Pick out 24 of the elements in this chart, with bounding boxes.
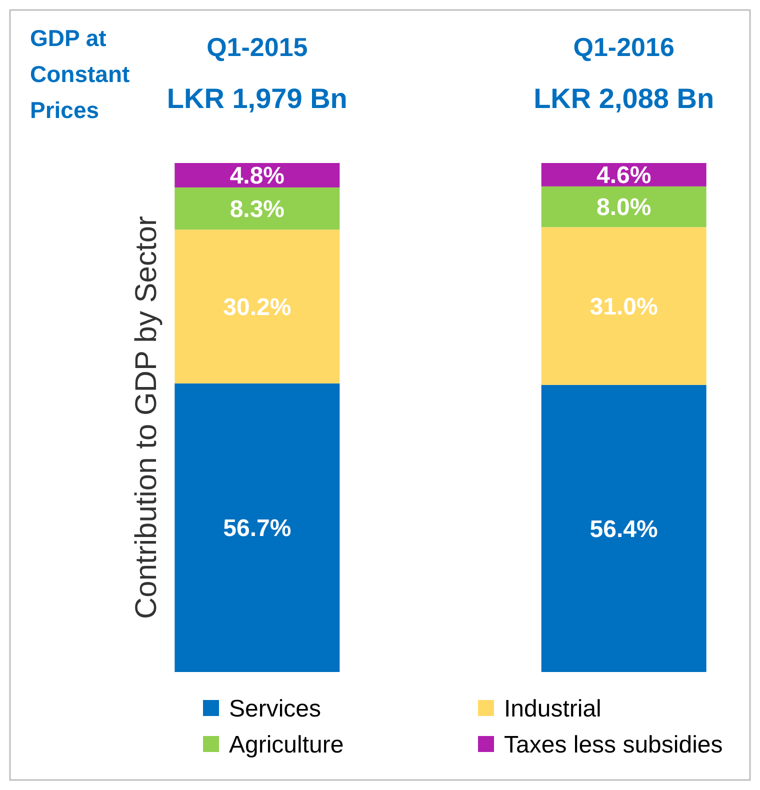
legend-label: Industrial <box>504 695 602 722</box>
data-label: 30.2% <box>223 294 292 321</box>
chart-title: GDP at Constant Prices <box>30 25 130 123</box>
text: LKR 2,088 Bn <box>534 83 714 114</box>
bar <box>541 186 706 228</box>
data-label: 56.7% <box>223 515 292 542</box>
bar <box>174 187 340 230</box>
x-tick-label: Q1-2016 <box>573 32 674 62</box>
data-label: 31.0% <box>590 293 658 320</box>
bar <box>174 383 340 672</box>
bar <box>541 384 706 672</box>
legend-label: Services <box>229 695 322 722</box>
bar <box>174 230 340 384</box>
x-tick-label: Q1-2015 <box>206 32 308 62</box>
data-label: 4.6% <box>596 162 652 190</box>
legend-label: Agriculture <box>229 731 344 758</box>
data-label: 56.4% <box>590 516 658 543</box>
data-label: 4.8% <box>230 162 285 190</box>
y-axis-title: Contribution to GDP by Sector <box>130 216 163 619</box>
data-label: 8.3% <box>230 196 285 223</box>
bar <box>541 227 706 385</box>
data-label: 8.0% <box>596 194 652 222</box>
text: LKR 1,979 Bn <box>166 83 348 114</box>
legend-label: Taxes less subsidies <box>504 731 723 758</box>
